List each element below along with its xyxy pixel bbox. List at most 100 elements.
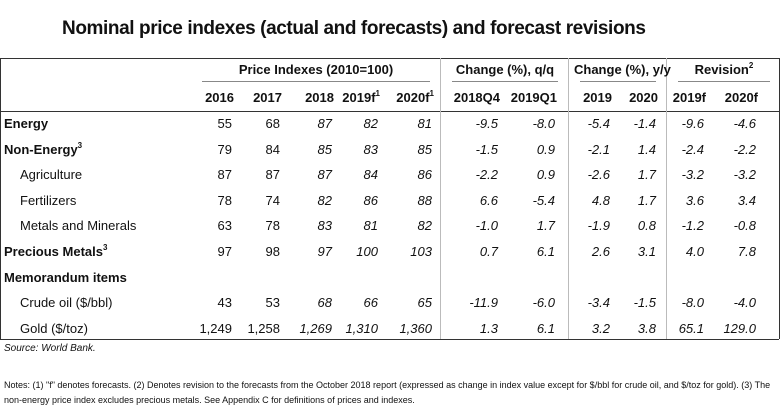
cell-value: 98 <box>265 244 280 259</box>
cell-value: 1,360 <box>399 320 432 336</box>
cell-value: 83 <box>363 141 378 157</box>
cell-value: 65.1 <box>678 320 704 336</box>
cell-value: 63 <box>217 218 232 234</box>
cell-value: 97 <box>317 244 332 259</box>
label-text: Fertilizers <box>20 192 77 208</box>
cell-value: -4.0 <box>733 295 756 311</box>
cell-value: 1.7 <box>637 192 656 208</box>
label-text: Change (%), q/q <box>455 62 555 77</box>
cell-value: 84 <box>265 141 280 157</box>
cell-value: 87 <box>317 116 332 131</box>
divider <box>666 58 667 339</box>
label-text: Metals and Minerals <box>20 218 137 234</box>
notes: Notes: (1) "f" denotes forecasts. (2) De… <box>4 380 771 405</box>
cell-value: -1.5 <box>633 295 656 311</box>
cell-value: 1.7 <box>536 218 555 234</box>
cell-value: 4.8 <box>591 192 610 208</box>
label-text: Revision <box>694 62 749 77</box>
label-text: Crude oil ($/bbl) <box>20 295 113 311</box>
cell-value: -1.9 <box>587 218 610 234</box>
label-text: Gold ($/toz) <box>20 320 88 336</box>
rule <box>0 111 779 112</box>
column-header: 2019f <box>634 90 706 106</box>
group-underline <box>202 81 430 82</box>
cell-value: 78 <box>265 218 280 234</box>
cell-value: 0.8 <box>637 218 656 234</box>
border <box>0 58 1 339</box>
cell-value: 53 <box>265 295 280 311</box>
label-text: 2019 <box>583 90 612 105</box>
cell-value: 78 <box>217 192 232 208</box>
cell-value: 55 <box>217 116 232 131</box>
source: Source: World Bank. <box>4 343 96 354</box>
footnote-mark: 3 <box>77 140 83 150</box>
cell-value: 74 <box>265 192 280 208</box>
group-underline <box>678 81 770 82</box>
group-header: Change (%), y/y <box>574 62 671 78</box>
cell-value: -1.4 <box>633 116 656 131</box>
cell-value: 68 <box>317 295 332 311</box>
cell-value: 83 <box>317 218 332 234</box>
label-text: Change (%), y/y <box>574 62 671 77</box>
cell-value: -2.4 <box>681 141 704 157</box>
label-text: 2018 <box>305 90 334 105</box>
cell-value: 82 <box>363 116 378 131</box>
cell-value: -11.9 <box>469 295 498 311</box>
cell-value: -1.2 <box>681 218 704 234</box>
cell-value: 1.3 <box>479 320 498 336</box>
cell-value: 4.0 <box>685 244 704 259</box>
column-header: 2018 <box>262 90 334 106</box>
cell-value: 1,310 <box>345 320 378 336</box>
cell-value: 6.1 <box>536 244 555 259</box>
cell-value: 1,258 <box>247 320 280 336</box>
column-header: 2020 <box>586 90 658 106</box>
label-text: 2020 <box>629 90 658 105</box>
column-header: 2016 <box>162 90 234 106</box>
label-text: 2016 <box>205 90 234 105</box>
rule <box>0 58 779 59</box>
cell-value: 82 <box>417 218 432 234</box>
cell-value: -8.0 <box>532 116 555 131</box>
cell-value: -8.0 <box>681 295 704 311</box>
cell-value: -1.5 <box>475 141 498 157</box>
label-text: 2019Q1 <box>510 90 557 105</box>
cell-value: 7.8 <box>737 244 756 259</box>
cell-value: -5.4 <box>532 192 555 208</box>
cell-value: 3.6 <box>685 192 704 208</box>
cell-value: -1.0 <box>475 218 498 234</box>
cell-value: 65 <box>417 295 432 311</box>
cell-value: 1,249 <box>199 320 232 336</box>
cell-value: 86 <box>417 167 432 183</box>
group-underline <box>580 81 656 82</box>
cell-value: -5.4 <box>587 116 610 131</box>
cell-value: 68 <box>265 116 280 131</box>
group-header: Change (%), q/q <box>446 62 564 78</box>
cell-value: 81 <box>363 218 378 234</box>
footnote-mark: 1 <box>429 89 434 98</box>
label-text: 2020f <box>724 90 758 105</box>
cell-value: -3.2 <box>681 167 704 183</box>
cell-value: -2.2 <box>475 167 498 183</box>
cell-value: 1,269 <box>299 320 332 336</box>
cell-value: 97 <box>217 244 232 259</box>
cell-value: -3.2 <box>733 167 756 183</box>
row-label: Metals and Minerals <box>20 218 136 234</box>
cell-value: 88 <box>417 192 432 208</box>
cell-value: 0.7 <box>479 244 498 259</box>
cell-value: 6.6 <box>479 192 498 208</box>
footnote-mark: 1 <box>375 89 380 98</box>
row-label: Non-Energy3 <box>4 140 83 158</box>
row-label: Gold ($/toz) <box>20 321 88 337</box>
cell-value: 81 <box>417 116 432 131</box>
label-text: Agriculture <box>20 167 83 183</box>
column-header: 2017 <box>210 90 282 106</box>
cell-value: 86 <box>363 192 378 208</box>
group-underline <box>452 81 558 82</box>
column-header: 2018Q4 <box>428 90 500 106</box>
cell-value: -3.4 <box>587 295 610 311</box>
cell-value: -0.8 <box>733 218 756 234</box>
row-label: Energy <box>4 116 48 132</box>
label-text: Non-Energy <box>4 141 78 157</box>
cell-value: 3.4 <box>737 192 756 208</box>
